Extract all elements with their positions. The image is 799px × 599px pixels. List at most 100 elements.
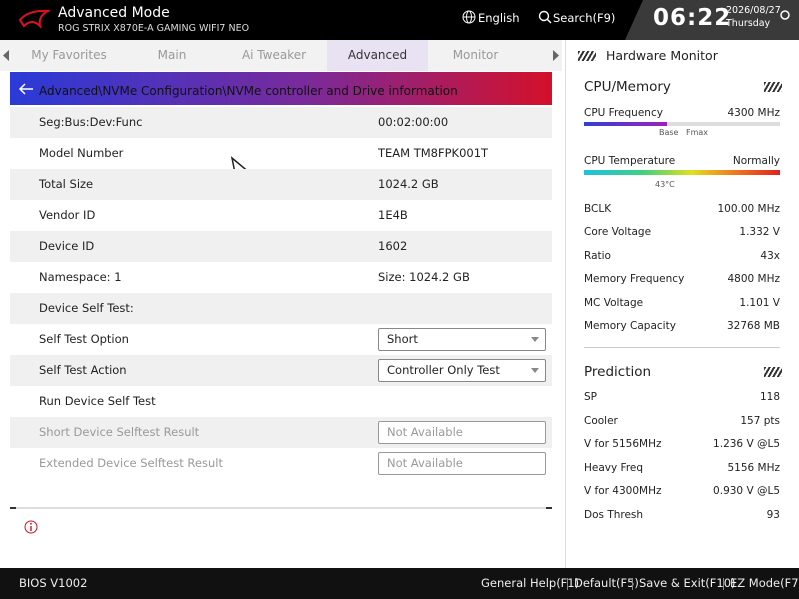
setting-label: Self Test Action <box>39 363 127 377</box>
setting-value: Size: 1024.2 GB <box>378 270 470 284</box>
item-label: V for 4300MHz <box>584 485 662 497</box>
hardware-monitor <box>565 40 799 568</box>
section-icon <box>764 367 782 377</box>
setting-row: Model Number TEAM TM8FPK001T <box>10 138 552 169</box>
setting-row: Namespace: 1 Size: 1024.2 GB <box>10 262 552 293</box>
setting-label: Seg:Bus:Dev:Func <box>39 115 143 129</box>
setting-row[interactable]: Short Device Selftest Result Not Availabl… <box>10 417 552 448</box>
monitor-item: Ratio 43x <box>584 250 780 270</box>
field: Not Available <box>378 452 546 475</box>
item-label: MC Voltage <box>584 296 644 309</box>
setting-row[interactable]: Self Test Option Short <box>10 324 552 355</box>
item-label: CPU Frequency <box>584 107 663 119</box>
footer-divider <box>632 578 633 590</box>
setting-label: Device ID <box>39 239 95 253</box>
globe-icon[interactable] <box>462 10 476 24</box>
breadcrumb-bar[interactable]: Advanced\NVMe Configuration\NVMe control… <box>10 72 552 105</box>
day: Thursday <box>726 18 771 29</box>
language[interactable]: English <box>478 11 520 25</box>
setting-value: 00:02:00:00 <box>378 115 449 129</box>
item-value: 0.930 V @L5 <box>713 485 780 497</box>
monitor-icon <box>578 51 596 61</box>
rog-logo <box>18 9 50 30</box>
setting-value: 1602 <box>378 239 408 253</box>
tab[interactable]: Monitor <box>452 48 499 62</box>
tab[interactable]: Advanced <box>327 40 428 71</box>
search[interactable]: Search(F9) <box>553 11 616 25</box>
settings-icon[interactable] <box>779 8 791 22</box>
tab-left-arrow[interactable] <box>2 50 10 61</box>
item-value: 157 pts <box>740 414 780 427</box>
item-value: 32768 MB <box>726 320 780 332</box>
monitor-item: MC Voltage 1.101 V <box>584 297 780 317</box>
dropdown[interactable]: Short <box>378 328 546 351</box>
monitor-item: Memory Frequency 4800 MHz <box>584 273 780 293</box>
header-title: Advanced Mode <box>58 5 170 21</box>
item-label: Core Voltage <box>584 226 652 239</box>
monitor-title: Hardware Monitor <box>606 48 718 63</box>
item-value: 4800 MHz <box>727 273 780 286</box>
footer: BIOS V1002 General Help(F1) Default(F5) Sa… <box>0 568 799 599</box>
tab[interactable]: Ai Tweaker <box>241 48 307 62</box>
item-label: V for 5156MHz <box>584 438 662 450</box>
temperature-bar <box>584 170 780 175</box>
setting-row[interactable]: Extended Device Selftest Result Not Avail… <box>10 448 552 479</box>
tab[interactable]: My Favorites <box>31 48 107 62</box>
time: 06:22 <box>653 5 732 31</box>
dropdown[interactable]: Controller Only Test <box>378 359 546 382</box>
frequency-marker: Base <box>659 128 679 137</box>
footer-action[interactable]: Default(F5) <box>574 576 639 590</box>
setting-value: 1E4B <box>378 208 408 222</box>
frequency-bar <box>584 122 780 126</box>
monitor-item: Cooler 157 pts <box>584 415 780 435</box>
footer-divider <box>723 578 724 590</box>
setting-row: Device ID 1602 <box>10 231 552 262</box>
setting-row: Vendor ID 1E4B <box>10 200 552 231</box>
search-icon[interactable] <box>538 10 552 24</box>
footer-action[interactable]: General Help(F1) <box>481 576 580 590</box>
monitor-item: Core Voltage 1.332 V <box>584 226 780 246</box>
monitor-item: Memory Capacity 32768 MB <box>584 320 780 340</box>
tab[interactable]: Main <box>157 48 187 62</box>
setting-label: Device Self Test: <box>39 301 134 315</box>
item-label: Cooler <box>584 414 618 427</box>
item-value: 100.00 MHz <box>717 203 780 215</box>
monitor-item: V for 5156MHz 1.236 V @L5 <box>584 438 780 458</box>
item-value: 93 <box>766 508 780 521</box>
setting-label: Extended Device Selftest Result <box>39 456 223 470</box>
footer-divider <box>567 578 568 590</box>
field: Not Available <box>378 421 546 444</box>
setting-label: Model Number <box>39 146 124 160</box>
tab-right-arrow[interactable] <box>552 50 560 61</box>
setting-label: Short Device Selftest Result <box>39 425 200 439</box>
setting-value: Controller Only Test <box>387 363 500 377</box>
item-label: CPU Temperature <box>584 155 676 167</box>
section-title: CPU/Memory <box>584 79 671 95</box>
section-title: Prediction <box>584 364 652 380</box>
back-arrow[interactable] <box>18 83 34 95</box>
item-value: 43x <box>760 249 780 262</box>
item-value: 4300 MHz <box>727 107 780 119</box>
item-label: BCLK <box>584 203 612 215</box>
setting-row: Seg:Bus:Dev:Func 00:02:00:00 <box>10 107 552 138</box>
tab-bar: My Favorites Main Ai Tweaker Advanced Monito… <box>0 40 562 71</box>
item-label: Dos Thresh <box>584 508 644 521</box>
setting-value: TEAM TM8FPK001T <box>378 146 489 160</box>
frequency-fill <box>584 122 667 126</box>
footer-action[interactable]: Save & Exit(F10) <box>639 576 736 590</box>
setting-value: Not Available <box>387 456 463 470</box>
setting-label: Vendor ID <box>39 208 96 222</box>
monitor-item: Dos Thresh 93 <box>584 509 780 529</box>
setting-row[interactable]: Self Test Action Controller Only Test <box>10 355 552 386</box>
dropdown-arrow <box>531 337 539 342</box>
footer-action[interactable]: EZ Mode(F7) <box>730 576 799 590</box>
item-value: 118 <box>759 391 780 403</box>
setting-label: Run Device Self Test <box>39 394 156 408</box>
header-subtitle: ROG STRIX X870E-A GAMING WIFI7 NEO <box>58 23 250 34</box>
setting-label: Self Test Option <box>39 332 129 346</box>
monitor-separator <box>584 347 780 348</box>
setting-row: Device Self Test: <box>10 293 552 324</box>
dropdown-arrow <box>531 368 539 373</box>
monitor-item: BCLK 100.00 MHz <box>584 203 780 223</box>
setting-value: Not Available <box>387 425 463 439</box>
